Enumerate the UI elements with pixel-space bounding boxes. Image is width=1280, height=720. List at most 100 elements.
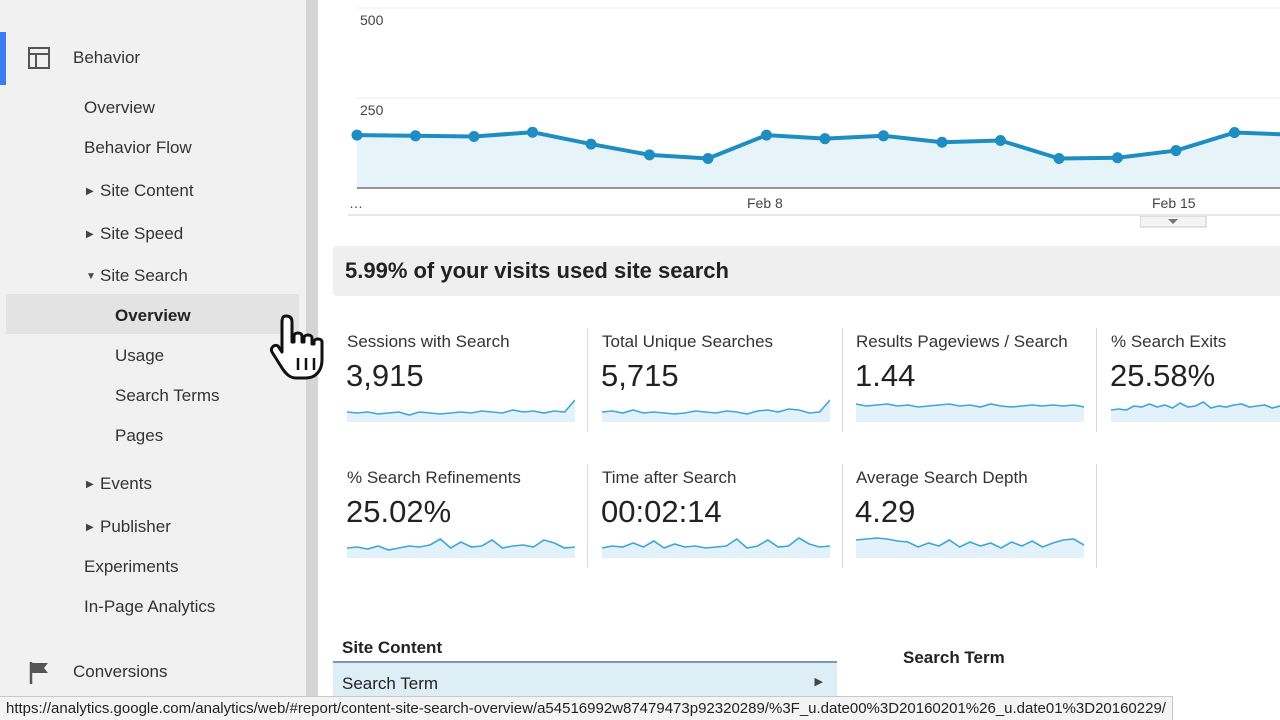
metric-value: 00:02:14 [601, 494, 722, 529]
nav-site-content[interactable]: ▶ Site Content [86, 181, 194, 201]
nav-events-label: Events [100, 474, 152, 493]
nav-site-speed[interactable]: ▶ Site Speed [86, 224, 183, 244]
chart-data-point [1053, 152, 1065, 164]
metric-label: Sessions with Search [347, 332, 510, 351]
metric-label: % Search Exits [1111, 332, 1227, 351]
table-row-label: Search Term [342, 674, 439, 693]
nav-site-search-pages[interactable]: Pages [115, 426, 164, 445]
metric-sessions-with-search[interactable]: Sessions with Search 3,915 [333, 330, 588, 434]
hand-cursor-icon [270, 314, 324, 380]
status-bar-url: https://analytics.google.com/analytics/w… [0, 696, 1173, 720]
metric-value: 5,715 [601, 358, 679, 393]
site-content-table-title: Site Content [342, 638, 443, 657]
flag-icon [29, 662, 48, 684]
sparkline [856, 403, 1084, 422]
chart-data-point [410, 130, 421, 142]
sparkline [347, 538, 575, 558]
summary-headline: 5.99% of your visits used site search [333, 246, 1280, 296]
metric-value: 25.58% [1110, 358, 1216, 393]
nav-site-search-overview[interactable]: Overview [115, 306, 191, 325]
nav-behavior-flow[interactable]: Behavior Flow [84, 138, 192, 157]
nav-site-search[interactable]: ▼ Site Search [86, 266, 188, 286]
chevron-down-icon [1168, 219, 1178, 224]
nav-publisher[interactable]: ▶ Publisher [86, 517, 171, 537]
chart-data-point [936, 136, 948, 148]
nav-in-page-analytics[interactable]: In-Page Analytics [84, 597, 216, 616]
nav-site-search-label: Site Search [100, 266, 188, 285]
tile-divider [842, 464, 843, 568]
tile-divider [842, 328, 843, 432]
chart-data-point [351, 129, 363, 141]
active-section-indicator [0, 32, 6, 85]
nav-behavior-label: Behavior [73, 48, 141, 67]
chart-data-point [819, 133, 831, 145]
metric-label: Average Search Depth [856, 468, 1028, 487]
expand-arrow-icon: ▶ [86, 522, 94, 533]
selected-nav-highlight [6, 294, 299, 334]
chart-svg [348, 7, 1280, 216]
nav-site-content-label: Site Content [100, 181, 194, 200]
metric-search-refinements[interactable]: % Search Refinements 25.02% [333, 466, 588, 570]
sparkline [1111, 401, 1280, 422]
chart-area-fill [357, 132, 1280, 188]
metric-search-exits[interactable]: % Search Exits 25.58% [1097, 330, 1280, 434]
sparkline [602, 537, 830, 558]
x-tick-label: Feb 8 [747, 195, 783, 211]
chart-data-point [1112, 152, 1123, 164]
x-tick-label: Feb 15 [1152, 195, 1196, 211]
chart-data-point [995, 134, 1006, 146]
x-tick-label: … [349, 195, 363, 211]
tile-divider [587, 328, 588, 432]
metric-value: 3,915 [346, 358, 424, 393]
expand-arrow-icon: ▶ [86, 229, 94, 240]
metric-label: % Search Refinements [347, 468, 521, 487]
nav-site-search-terms[interactable]: Search Terms [115, 386, 220, 405]
metric-results-pageviews-per-search[interactable]: Results Pageviews / Search 1.44 [842, 330, 1097, 434]
metric-time-after-search[interactable]: Time after Search 00:02:14 [588, 466, 843, 570]
chart-data-point [761, 129, 772, 141]
chart-data-point [878, 130, 889, 142]
chart-data-point [1229, 127, 1240, 139]
table-header-line [333, 661, 837, 663]
nav-site-search-usage[interactable]: Usage [115, 346, 165, 365]
metric-label: Total Unique Searches [602, 332, 774, 351]
sparkline [856, 537, 1084, 558]
expand-arrow-icon: ▶ [86, 186, 94, 197]
tile-divider [587, 464, 588, 568]
chevron-right-icon: ▶ [814, 676, 823, 688]
table-row-search-term[interactable]: Search Term ▶ [333, 663, 837, 700]
tile-divider [1096, 464, 1097, 568]
nav-events[interactable]: ▶ Events [86, 474, 152, 494]
expand-arrow-icon: ▶ [86, 479, 94, 490]
collapse-arrow-icon: ▼ [86, 271, 96, 282]
headline-text: 5.99% of your visits used site search [345, 258, 729, 283]
chart-data-point [585, 138, 597, 150]
chart-data-point [702, 152, 714, 164]
search-term-column-header[interactable]: Search Term [903, 648, 1005, 667]
chart-resize-handle[interactable] [1140, 216, 1208, 228]
metric-average-search-depth[interactable]: Average Search Depth 4.29 [842, 466, 1097, 570]
metric-label: Results Pageviews / Search [856, 332, 1068, 351]
sparkline [347, 399, 575, 422]
chart-data-point [527, 126, 538, 138]
nav-conversions-label: Conversions [73, 662, 168, 681]
nav-site-speed-label: Site Speed [100, 224, 184, 243]
metric-label: Time after Search [602, 468, 737, 487]
metric-value: 1.44 [855, 358, 916, 393]
sidebar [0, 0, 306, 720]
nav-publisher-label: Publisher [100, 517, 171, 536]
nav-experiments[interactable]: Experiments [84, 557, 179, 576]
sessions-chart: 500 250 … Feb 8 Feb 15 [340, 0, 1280, 235]
metric-value: 25.02% [346, 494, 452, 529]
tile-divider [1096, 328, 1097, 432]
behavior-icon [28, 47, 50, 69]
sparkline [602, 399, 830, 422]
chart-data-point [1170, 145, 1182, 157]
nav-overview[interactable]: Overview [84, 98, 155, 117]
chart-data-point [644, 149, 655, 161]
y-tick-label: 250 [360, 102, 384, 118]
metric-value: 4.29 [855, 494, 916, 529]
metric-total-unique-searches[interactable]: Total Unique Searches 5,715 [588, 330, 843, 434]
y-tick-label: 500 [360, 12, 384, 28]
chart-data-point [468, 131, 480, 143]
